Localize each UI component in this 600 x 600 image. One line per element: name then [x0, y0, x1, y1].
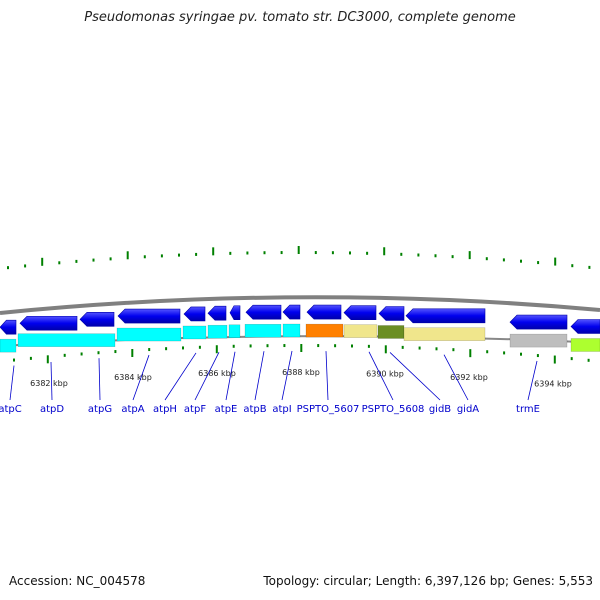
outer-tick-marks — [7, 246, 591, 270]
gene-label[interactable]: PSPTO_5608 — [362, 404, 425, 415]
gene-arrow[interactable] — [117, 308, 181, 324]
leader-line — [50, 362, 53, 401]
leader-line — [443, 354, 469, 401]
category-segment — [17, 333, 116, 347]
gene-label[interactable]: gidB — [429, 404, 451, 415]
leader-line — [225, 351, 236, 401]
gene-arrow[interactable] — [183, 306, 206, 322]
category-segment — [509, 333, 568, 348]
leader-line — [164, 352, 197, 401]
leader-line — [9, 365, 15, 401]
gene-label[interactable]: atpE — [215, 404, 238, 415]
map-title: Pseudomonas syringae pv. tomato str. DC3… — [84, 10, 516, 25]
gene-label[interactable]: atpF — [184, 404, 206, 415]
scale-label: 6390 kbp — [366, 369, 404, 378]
category-segment — [570, 338, 600, 352]
leader-line — [389, 352, 441, 401]
gene-arrow[interactable] — [509, 314, 568, 330]
scale-label: 6382 kbp — [30, 379, 68, 388]
gene-label[interactable]: atpB — [243, 404, 266, 415]
accession-text: Accession: NC_004578 — [9, 574, 146, 588]
category-segment — [377, 325, 405, 339]
gene-arrow[interactable] — [207, 305, 227, 321]
gene-arrow[interactable] — [229, 305, 241, 321]
leader-line — [254, 351, 265, 401]
category-segment — [116, 327, 182, 342]
leader-line — [325, 351, 329, 401]
category-segment — [305, 323, 344, 338]
scale-label: 6388 kbp — [282, 368, 320, 377]
gene-arrow[interactable] — [0, 319, 17, 335]
inner-tick-marks — [13, 344, 590, 364]
scale-labels: 6382 kbp 6384 kbp 6386 kbp 6388 kbp 6390 kbp… — [30, 368, 572, 388]
category-segment — [343, 324, 378, 338]
category-segment — [207, 324, 228, 339]
gene-label[interactable]: trmE — [516, 404, 540, 415]
leader-line — [527, 360, 538, 401]
gene-arrow[interactable] — [19, 315, 78, 331]
gene-label[interactable]: atpC — [0, 404, 22, 415]
gene-arrow[interactable] — [245, 304, 282, 320]
gene-label[interactable]: atpH — [153, 404, 177, 415]
gene-arrows — [0, 304, 600, 335]
gene-arrow[interactable] — [378, 306, 405, 321]
leader-line — [132, 354, 150, 401]
gene-arrow[interactable] — [570, 319, 600, 334]
category-segment — [0, 338, 17, 353]
category-segment — [228, 324, 241, 339]
category-segment — [403, 327, 486, 341]
category-segment — [282, 323, 301, 338]
scale-label: 6384 kbp — [114, 373, 152, 382]
leader-line — [194, 351, 220, 401]
category-segment — [244, 323, 282, 338]
scale-label: 6392 kbp — [450, 373, 488, 382]
gene-label[interactable]: PSPTO_5607 — [297, 404, 360, 415]
leader-line — [98, 358, 101, 401]
gene-arrow[interactable] — [79, 312, 115, 327]
gene-label[interactable]: atpI — [272, 404, 291, 415]
gene-arrow[interactable] — [343, 305, 377, 320]
category-segment — [182, 325, 207, 340]
gene-labels: atpC atpD atpG atpA atpH atpF atpE atpB atpI PSPT… — [0, 350, 540, 415]
topology-text: Topology: circular; Length: 6,397,126 bp… — [263, 574, 593, 588]
scale-label: 6386 kbp — [198, 369, 236, 378]
leader-line — [281, 350, 293, 401]
gene-label[interactable]: atpG — [88, 404, 112, 415]
genome-backbone — [0, 295, 600, 315]
scale-label: 6394 kbp — [534, 379, 572, 388]
gene-arrow[interactable] — [306, 304, 342, 320]
gene-arrow[interactable] — [282, 304, 301, 320]
gene-label[interactable]: gidA — [457, 404, 479, 415]
gene-label[interactable]: atpD — [40, 404, 64, 415]
gene-label[interactable]: atpA — [121, 404, 144, 415]
category-ring — [0, 323, 600, 353]
leader-line — [368, 351, 394, 401]
gene-arrow[interactable] — [405, 308, 486, 324]
